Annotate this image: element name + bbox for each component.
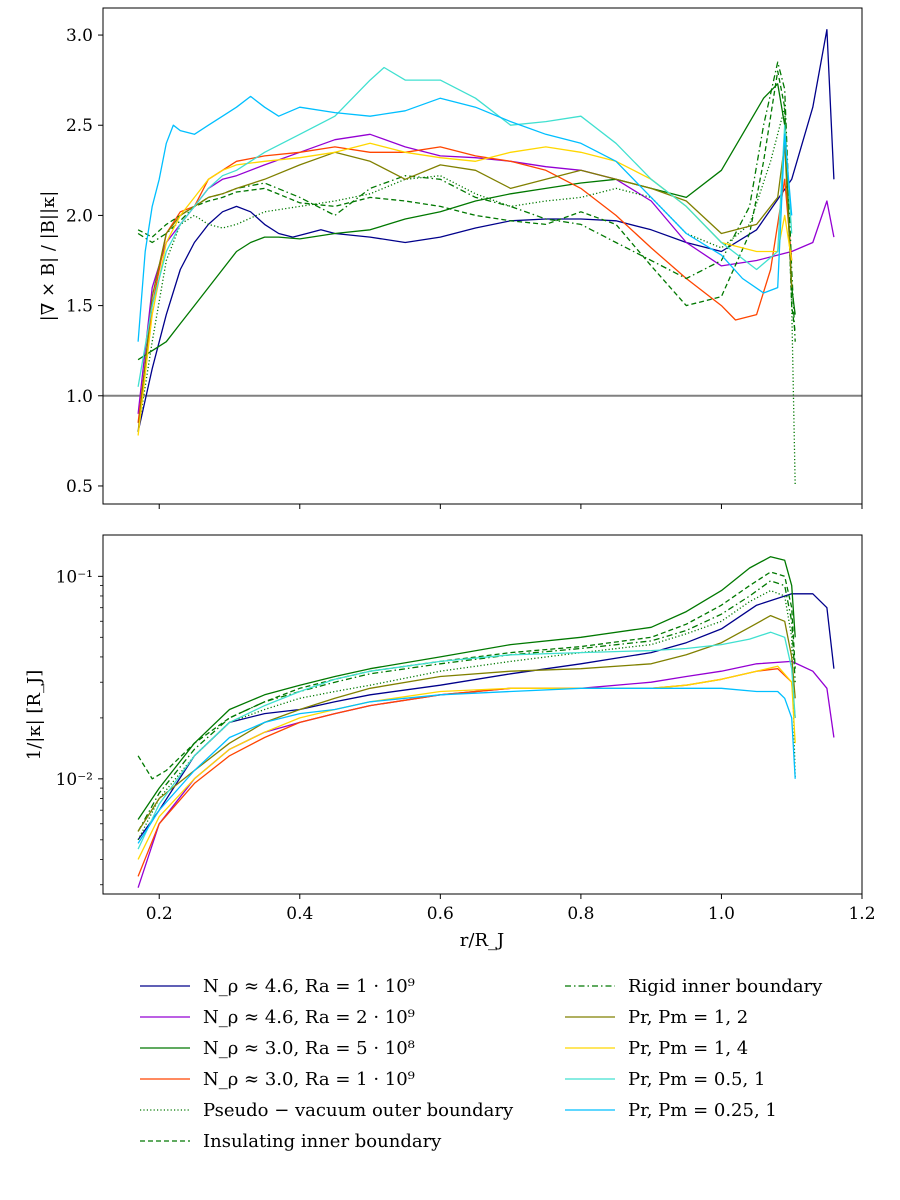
series-line-11 (137, 687, 796, 844)
top-series-group (103, 28, 862, 487)
x-tick-label: 1.2 (848, 904, 875, 924)
legend-entry: N_ρ ≈ 3.0, Ra = 1 · 10⁹ (140, 1069, 415, 1090)
y-tick-label: 2.0 (66, 206, 93, 226)
y-tick-label: 1.0 (66, 387, 93, 407)
x-axis-label: r/R_J (460, 930, 504, 951)
legend-label: Pseudo − vacuum outer boundary (203, 1100, 514, 1121)
legend-label: Insulating inner boundary (203, 1131, 442, 1152)
series-line-9 (137, 142, 793, 436)
x-tick-label: 0.6 (427, 904, 454, 924)
x-tick-label: 1.0 (708, 904, 735, 924)
legend-entry: Rigid inner boundary (565, 976, 823, 997)
legend-entry: N_ρ ≈ 4.6, Ra = 1 · 10⁹ (140, 976, 415, 997)
legend-entry: N_ρ ≈ 3.0, Ra = 5 · 10⁸ (140, 1038, 415, 1059)
y-tick-label: 3.0 (66, 26, 93, 46)
series-line-6 (137, 70, 796, 333)
series-line-6 (137, 571, 796, 780)
legend-entry: Pr, Pm = 1, 4 (565, 1038, 748, 1059)
series-line-4 (137, 146, 793, 423)
x-tick-label: 0.2 (146, 904, 173, 924)
legend-label: Pr, Pm = 1, 2 (628, 1007, 748, 1028)
legend-label: Pr, Pm = 0.5, 1 (628, 1069, 765, 1090)
bottom-panel: 10⁻²10⁻¹ 0.2 0.4 0.6 0.8 1.0 1.2 1/|κ| [R_J] … (24, 534, 876, 951)
x-tick-label: 0.8 (567, 904, 594, 924)
legend-label: Rigid inner boundary (628, 976, 823, 997)
legend-entry: Pr, Pm = 0.5, 1 (565, 1069, 765, 1090)
series-line-11 (137, 95, 793, 342)
bottom-panel-frame (102, 534, 863, 895)
series-line-3 (137, 83, 796, 361)
legend-entry: N_ρ ≈ 4.6, Ra = 2 · 10⁹ (140, 1007, 415, 1028)
series-line-10 (137, 66, 793, 387)
top-x-ticks (158, 504, 863, 509)
legend-entry: Insulating inner boundary (140, 1131, 442, 1152)
top-y-ticks: 0.5 1.0 1.5 2.0 2.5 3.0 (66, 26, 103, 497)
bottom-y-ticks: 10⁻² 10⁻¹ (56, 567, 103, 886)
series-line-5 (137, 589, 796, 841)
y-tick-label: 2.5 (66, 116, 93, 136)
legend-label: Pr, Pm = 1, 4 (628, 1038, 748, 1059)
y-tick-label: 1.5 (66, 297, 93, 317)
series-line-4 (137, 668, 796, 877)
legend-label: N_ρ ≈ 4.6, Ra = 1 · 10⁹ (203, 976, 415, 997)
y-tick-label: 0.5 (66, 477, 93, 497)
bottom-x-ticks: 0.2 0.4 0.6 0.8 1.0 1.2 (146, 894, 876, 924)
legend-entry: Pr, Pm = 1, 2 (565, 1007, 748, 1028)
legend-label: N_ρ ≈ 3.0, Ra = 1 · 10⁹ (203, 1069, 415, 1090)
x-tick-label: 0.4 (286, 904, 313, 924)
series-line-9 (137, 665, 796, 860)
series-line-8 (137, 614, 796, 832)
legend-label: Pr, Pm = 0.25, 1 (628, 1100, 777, 1121)
top-panel-frame (102, 7, 863, 505)
series-line-8 (137, 142, 793, 432)
series-line-7 (137, 61, 796, 342)
legend-entry: Pseudo − vacuum outer boundary (140, 1100, 514, 1121)
bottom-series-group (137, 556, 835, 888)
series-line-5 (137, 106, 796, 487)
y-tick-label: 10⁻² (56, 770, 93, 790)
y-tick-label: 10⁻¹ (56, 567, 93, 587)
legend-entry: Pr, Pm = 0.25, 1 (565, 1100, 777, 1121)
top-panel: 0.5 1.0 1.5 2.0 2.5 3.0 |∇ × B| / |B||κ| (38, 7, 863, 509)
legend-label: N_ρ ≈ 3.0, Ra = 5 · 10⁸ (203, 1038, 415, 1059)
legend: N_ρ ≈ 4.6, Ra = 1 · 10⁹ N_ρ ≈ 4.6, Ra = 2… (140, 976, 823, 1152)
bottom-y-axis-label: 1/|κ| [R_J] (24, 670, 45, 760)
series-line-3 (137, 556, 796, 820)
series-line-2 (137, 660, 835, 888)
series-line-10 (137, 631, 796, 850)
top-y-axis-label: |∇ × B| / |B||κ| (38, 191, 59, 322)
legend-label: N_ρ ≈ 4.6, Ra = 2 · 10⁹ (203, 1007, 415, 1028)
